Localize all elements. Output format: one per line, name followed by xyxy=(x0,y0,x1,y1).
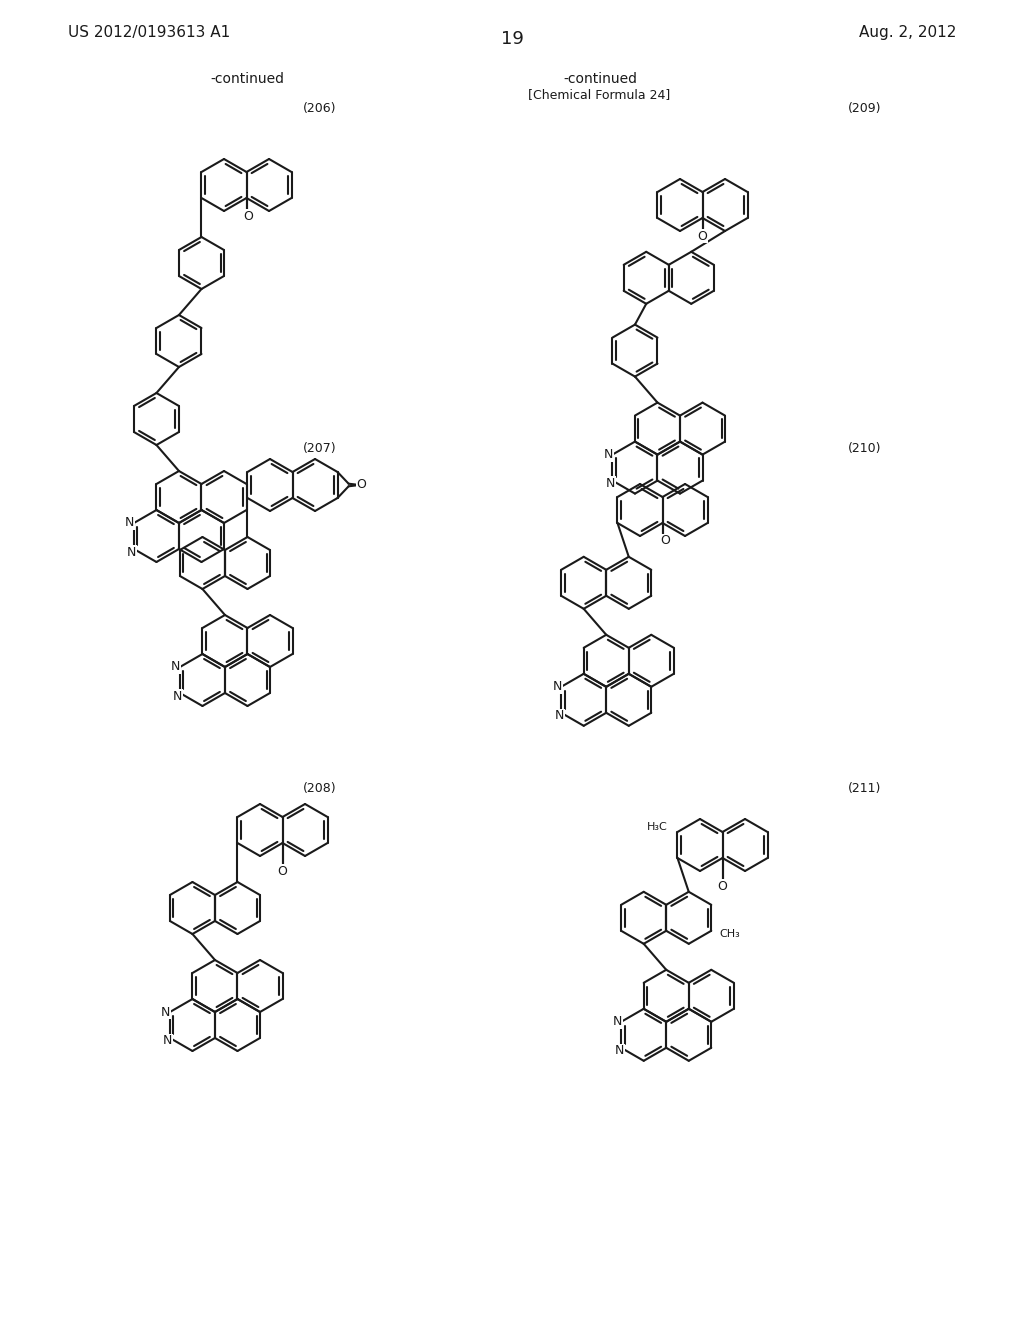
Text: CH₃: CH₃ xyxy=(719,929,740,939)
Text: (209): (209) xyxy=(848,102,882,115)
Text: O: O xyxy=(244,210,254,223)
Text: N: N xyxy=(604,447,613,461)
Text: N: N xyxy=(606,477,615,490)
Text: US 2012/0193613 A1: US 2012/0193613 A1 xyxy=(68,25,230,40)
Text: [Chemical Formula 24]: [Chemical Formula 24] xyxy=(528,88,671,102)
Text: N: N xyxy=(171,660,180,673)
Text: (208): (208) xyxy=(303,781,337,795)
Text: N: N xyxy=(161,1006,171,1019)
Text: (207): (207) xyxy=(303,442,337,455)
Text: N: N xyxy=(555,709,564,722)
Text: N: N xyxy=(553,680,562,693)
Text: (211): (211) xyxy=(848,781,882,795)
Text: -continued: -continued xyxy=(210,73,284,86)
Text: 19: 19 xyxy=(501,30,523,48)
Text: O: O xyxy=(697,230,708,243)
Text: O: O xyxy=(278,865,288,878)
Text: N: N xyxy=(127,545,136,558)
Text: Aug. 2, 2012: Aug. 2, 2012 xyxy=(859,25,956,40)
Text: N: N xyxy=(612,1015,622,1028)
Text: N: N xyxy=(173,689,182,702)
Text: O: O xyxy=(660,535,671,548)
Text: O: O xyxy=(356,479,367,491)
Text: N: N xyxy=(614,1044,624,1057)
Text: (210): (210) xyxy=(848,442,882,455)
Text: O: O xyxy=(718,880,727,892)
Text: -continued: -continued xyxy=(563,73,637,86)
Text: N: N xyxy=(163,1035,173,1048)
Text: (206): (206) xyxy=(303,102,337,115)
Text: N: N xyxy=(125,516,134,529)
Text: H₃C: H₃C xyxy=(647,822,668,832)
